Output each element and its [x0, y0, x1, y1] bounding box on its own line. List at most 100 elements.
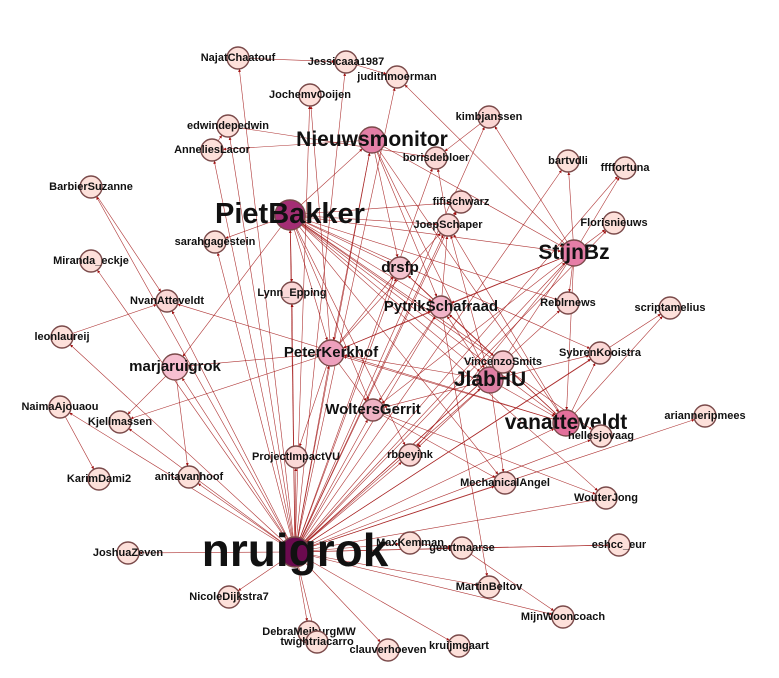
node-wouterjong[interactable]: WouterJong [574, 486, 638, 510]
node-drsfp[interactable]: drsfp [381, 256, 419, 280]
node-circle-barbiersuzanne[interactable] [79, 175, 103, 199]
node-circle-lynn_epping[interactable] [280, 281, 304, 305]
node-circle-reblrnews[interactable] [556, 291, 580, 315]
node-circle-miranda_eckje[interactable] [79, 249, 103, 273]
node-circle-florisnieuws[interactable] [602, 211, 626, 235]
node-circle-drsfp[interactable] [388, 256, 412, 280]
node-circle-nruigrok[interactable] [279, 536, 311, 568]
node-stijnbz[interactable]: StijnBz [538, 239, 610, 267]
node-circle-geertmaarse[interactable] [450, 536, 474, 560]
node-circle-edwindepedwin[interactable] [216, 114, 240, 138]
node-circle-rboeyink[interactable] [398, 443, 422, 467]
node-borisdebloer[interactable]: borisdebloer [403, 146, 470, 170]
node-circle-joepschaper[interactable] [436, 213, 460, 237]
node-circle-bartvdli[interactable] [556, 149, 580, 173]
node-circle-martinbeltov[interactable] [477, 575, 501, 599]
node-circle-jessicaaa1987[interactable] [334, 50, 358, 74]
node-clauverhoeven[interactable]: clauverhoeven [349, 638, 427, 662]
node-peterkerkhof[interactable]: PeterKerkhof [284, 339, 379, 367]
node-mechanicalangel[interactable]: MechanicalAngel [460, 471, 550, 495]
node-joshuazeven[interactable]: JoshuaZeven [93, 541, 164, 565]
node-circle-clauverhoeven[interactable] [376, 638, 400, 662]
node-kruijmgaart[interactable]: kruijmgaart [429, 634, 489, 658]
node-circle-scriptamelius[interactable] [658, 296, 682, 320]
node-circle-hellesjovaag[interactable] [589, 424, 613, 448]
node-naimaajouaou[interactable]: NaimaAjouaou [21, 395, 99, 419]
node-circle-mijnwooncoach[interactable] [551, 605, 575, 629]
node-anitavanhoof[interactable]: anitavanhoof [155, 465, 224, 489]
node-circle-vanatteveldt[interactable] [552, 409, 580, 437]
node-circle-kimbjanssen[interactable] [477, 105, 501, 129]
node-jlabhu[interactable]: JlabHU [454, 366, 526, 394]
node-circle-pietbakker[interactable] [274, 199, 306, 231]
node-circle-fifischwarz[interactable] [449, 190, 473, 214]
node-circle-nieuwsmonitor[interactable] [358, 126, 386, 154]
node-nvanatteveldt[interactable]: NvanAtteveldt [130, 289, 204, 313]
node-circle-kruijmgaart[interactable] [447, 634, 471, 658]
node-circle-naimaajouaou[interactable] [48, 395, 72, 419]
node-judithmoerman[interactable]: judithmoerman [356, 65, 437, 89]
node-jochemvooijen[interactable]: JochemvOoijen [269, 83, 351, 107]
node-vincenzosmits[interactable]: VincenzoSmits [464, 350, 542, 374]
node-eshcc_eur[interactable]: eshcc_eur [592, 533, 647, 557]
node-barbiersuzanne[interactable]: BarbierSuzanne [49, 175, 133, 199]
node-nicoledijkstra7[interactable]: NicoleDijkstra7 [189, 585, 269, 609]
node-florisnieuws[interactable]: Florisnieuws [580, 211, 648, 235]
node-miranda_eckje[interactable]: Miranda_eckje [53, 249, 129, 273]
node-circle-eshcc_eur[interactable] [607, 533, 631, 557]
node-ffffortuna[interactable]: ffffortuna [601, 156, 651, 180]
node-edwindepedwin[interactable]: edwindepedwin [187, 114, 269, 138]
node-circle-jochemvooijen[interactable] [298, 83, 322, 107]
node-circle-anitavanhoof[interactable] [177, 465, 201, 489]
node-circle-leonlaureij[interactable] [50, 325, 74, 349]
node-lynn_epping[interactable]: Lynn_Epping [257, 281, 327, 305]
node-circle-kjellmassen[interactable] [108, 410, 132, 434]
node-projectimpactvu[interactable]: ProjectImpactVU [252, 445, 340, 469]
node-reblrnews[interactable]: Reblrnews [540, 291, 596, 315]
node-circle-karimdami2[interactable] [87, 467, 111, 491]
node-circle-arianneripmees[interactable] [693, 404, 717, 428]
node-scriptamelius[interactable]: scriptamelius [635, 296, 706, 320]
node-karimdami2[interactable]: KarimDami2 [67, 467, 131, 491]
node-bartvdli[interactable]: bartvdli [548, 149, 588, 173]
node-circle-annelieslacor[interactable] [200, 138, 224, 162]
node-circle-sarahgagestein[interactable] [203, 230, 227, 254]
node-circle-joshuazeven[interactable] [116, 541, 140, 565]
node-sybrenkooistra[interactable]: SybrenKooistra [559, 341, 642, 365]
node-circle-wouterjong[interactable] [594, 486, 618, 510]
node-circle-mechanicalangel[interactable] [493, 471, 517, 495]
node-circle-ffffortuna[interactable] [613, 156, 637, 180]
node-maxkemman[interactable]: MaxKemman [376, 531, 444, 555]
node-sarahgagestein[interactable]: sarahgagestein [175, 230, 256, 254]
node-circle-peterkerkhof[interactable] [317, 339, 345, 367]
node-hellesjovaag[interactable]: hellesjovaag [568, 424, 634, 448]
node-twightriacarro[interactable]: twightriacarro [280, 630, 354, 654]
node-wolterserrit[interactable]: WoltersGerrit [325, 398, 421, 422]
node-pytrikschafraad[interactable]: PytrikSchafraad [384, 295, 498, 319]
node-circle-projectimpactvu[interactable] [284, 445, 308, 469]
node-kjellmassen[interactable]: Kjellmassen [88, 410, 152, 434]
node-geertmaarse[interactable]: geertmaarse [429, 536, 495, 560]
node-annelieslacor[interactable]: AnneliesLacor [174, 138, 251, 162]
node-fifischwarz[interactable]: fifischwarz [433, 190, 490, 214]
node-mijnwooncoach[interactable]: MijnWooncoach [521, 605, 605, 629]
node-circle-nvanatteveldt[interactable] [155, 289, 179, 313]
node-circle-vincenzosmits[interactable] [491, 350, 515, 374]
node-nruigrok[interactable]: nruigrok [202, 524, 389, 576]
node-jessicaaa1987[interactable]: Jessicaaa1987 [308, 50, 384, 74]
node-circle-stijnbz[interactable] [560, 239, 588, 267]
node-circle-borisdebloer[interactable] [424, 146, 448, 170]
node-pietbakker[interactable]: PietBakker [215, 198, 365, 231]
node-kimbjanssen[interactable]: kimbjanssen [456, 105, 523, 129]
node-joepschaper[interactable]: JoepSchaper [413, 213, 483, 237]
node-arianneripmees[interactable]: arianneripmees [664, 404, 746, 428]
node-circle-sybrenkooistra[interactable] [588, 341, 612, 365]
node-leonlaureij[interactable]: leonlaureij [34, 325, 90, 349]
node-circle-marjaruigrok[interactable] [161, 353, 189, 381]
node-circle-wolterserrit[interactable] [361, 398, 385, 422]
node-circle-twightriacarro[interactable] [305, 630, 329, 654]
node-rboeyink[interactable]: rboeyink [387, 443, 434, 467]
node-circle-maxkemman[interactable] [398, 531, 422, 555]
node-circle-judithmoerman[interactable] [385, 65, 409, 89]
node-circle-nicoledijkstra7[interactable] [217, 585, 241, 609]
